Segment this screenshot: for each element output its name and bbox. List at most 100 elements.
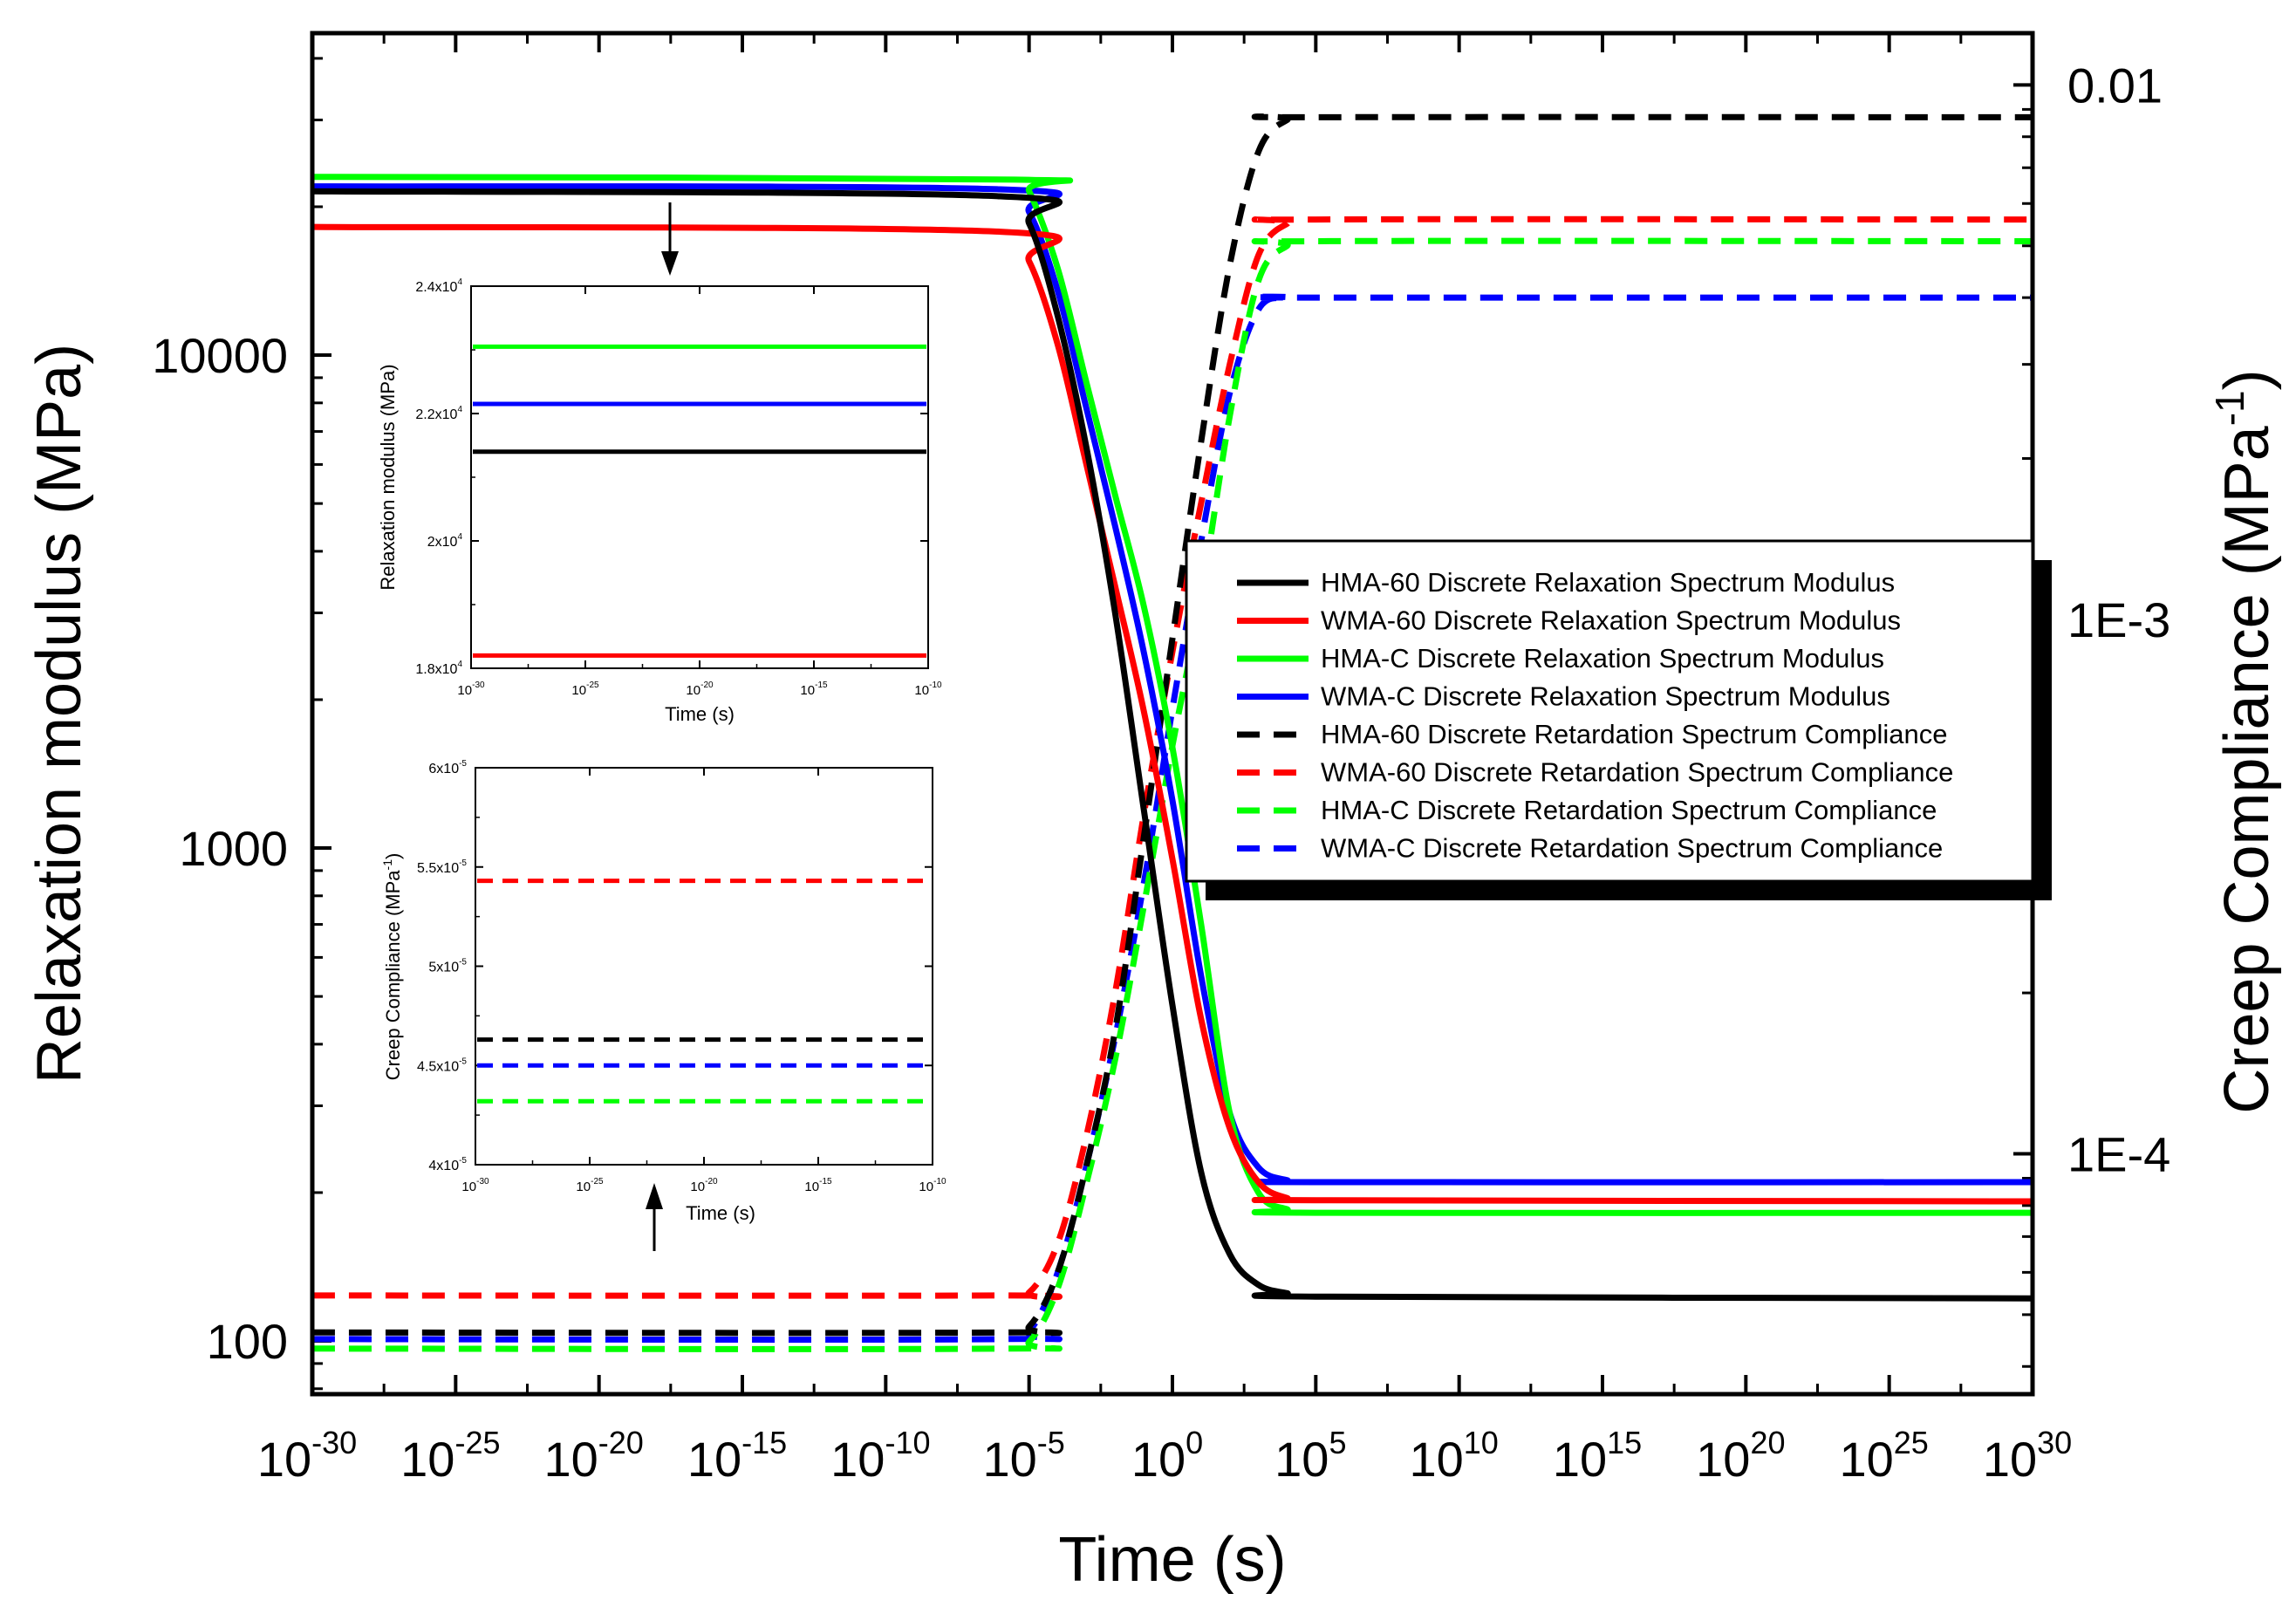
inset-relaxation-y-title: Relaxation modulus (MPa) bbox=[377, 364, 399, 590]
inset-y-tick-label: 5.5x10-5 bbox=[417, 858, 467, 876]
x-tick-exponent: -20 bbox=[598, 1425, 644, 1460]
inset-y-tick-exponent: 4 bbox=[457, 532, 462, 542]
legend-label: HMA-60 Discrete Relaxation Spectrum Modu… bbox=[1321, 567, 1895, 598]
y-tick-label: 1000 bbox=[179, 821, 288, 876]
x-tick-label: 1030 bbox=[1983, 1425, 2072, 1487]
inset-x-tick-exponent: -20 bbox=[705, 1177, 718, 1187]
x-tick-exponent: 20 bbox=[1750, 1425, 1785, 1460]
y2-axis-title-close: ) bbox=[2212, 369, 2282, 390]
legend-label: HMA-C Discrete Relaxation Spectrum Modul… bbox=[1321, 643, 1884, 674]
x-tick-base: 10 bbox=[1409, 1432, 1463, 1487]
inset-x-tick-label: 10-10 bbox=[919, 1177, 946, 1194]
inset-x-tick-label: 10-15 bbox=[800, 680, 828, 698]
inset-y-tick-exponent: -5 bbox=[459, 1156, 467, 1166]
x-tick-label: 10-10 bbox=[830, 1425, 930, 1487]
series-line bbox=[311, 188, 2033, 1302]
y-axis-title: Relaxation modulus (MPa) bbox=[24, 344, 94, 1084]
x-tick-exponent: -5 bbox=[1037, 1425, 1065, 1460]
inset-y-tick-label: 2x104 bbox=[427, 532, 463, 550]
inset-x-tick-label: 10-30 bbox=[461, 1177, 489, 1194]
y2-axis-title-main: Creep Compliance (MPa bbox=[2212, 425, 2282, 1113]
inset-y-tick-exponent: -5 bbox=[459, 858, 467, 868]
inset-y-tick-mantissa: 2x10 bbox=[427, 535, 458, 550]
inset-compliance: 10-30 10-25 10-20 10-15 10-104x10-54.5x10-55… bbox=[380, 759, 946, 1224]
series-line bbox=[311, 174, 2033, 1216]
inset-x-tick-base: 10 bbox=[457, 683, 472, 698]
inset-compliance-y-title-sup: -1 bbox=[380, 859, 394, 871]
inset-y-tick-label: 6x10-5 bbox=[428, 759, 467, 776]
series-line bbox=[311, 293, 2033, 1344]
arrow-down-head bbox=[661, 251, 679, 276]
main-series-group bbox=[311, 113, 2033, 1352]
inset-y-tick-label: 4.5x10-5 bbox=[417, 1057, 467, 1074]
inset-y-tick-label: 4x10-5 bbox=[428, 1156, 467, 1173]
inset-y-tick-mantissa: 5.5x10 bbox=[417, 861, 459, 876]
x-tick-exponent: 30 bbox=[2037, 1425, 2072, 1460]
inset-x-tick-base: 10 bbox=[800, 683, 815, 698]
y2-axis-title-sup: -1 bbox=[2207, 390, 2252, 426]
inset-x-tick-exponent: -15 bbox=[815, 680, 828, 690]
x-tick-base: 10 bbox=[687, 1432, 741, 1487]
annotation-arrow-up bbox=[646, 1183, 663, 1251]
inset-y-tick-label: 2.4x104 bbox=[415, 277, 462, 295]
inset-x-tick-exponent: -30 bbox=[476, 1177, 489, 1187]
inset-relaxation-ticks: 10-30 10-25 10-20 10-15 10-101.8x1042x1042.2… bbox=[415, 277, 942, 698]
inset-x-tick-exponent: -30 bbox=[472, 680, 485, 690]
inset-x-tick-base: 10 bbox=[919, 1180, 933, 1194]
y2-tick-label: 1E-3 bbox=[2067, 592, 2170, 647]
inset-y-tick-mantissa: 2.2x10 bbox=[415, 407, 457, 422]
x-tick-base: 10 bbox=[400, 1432, 454, 1487]
inset-y-tick-exponent: -5 bbox=[459, 958, 467, 968]
y-tick-label: 10000 bbox=[152, 328, 288, 383]
inset-x-tick-exponent: -10 bbox=[933, 1177, 946, 1187]
x-tick-base: 10 bbox=[1274, 1432, 1329, 1487]
inset-x-tick-label: 10-20 bbox=[690, 1177, 718, 1194]
legend-box bbox=[1185, 539, 2034, 883]
x-tick-label: 105 bbox=[1274, 1425, 1346, 1487]
inset-x-tick-exponent: -25 bbox=[591, 1177, 604, 1187]
legend-label: WMA-60 Discrete Relaxation Spectrum Modu… bbox=[1321, 605, 1901, 636]
x-tick-label: 10-5 bbox=[983, 1425, 1065, 1487]
inset-x-tick-base: 10 bbox=[914, 683, 929, 698]
inset-x-tick-exponent: -20 bbox=[700, 680, 714, 690]
inset-x-tick-exponent: -10 bbox=[929, 680, 942, 690]
inset-x-tick-base: 10 bbox=[686, 683, 700, 698]
legend-label: HMA-C Discrete Retardation Spectrum Comp… bbox=[1321, 795, 1937, 825]
inset-y-tick-mantissa: 4x10 bbox=[428, 1159, 459, 1173]
inset-y-tick-exponent: -5 bbox=[459, 759, 467, 769]
y2-tick-label: 0.01 bbox=[2067, 58, 2163, 113]
main-axis-ticks: 10-30 10-25 10-20 10-15 10-10 10-5 100 105 1010 1… bbox=[152, 33, 2170, 1487]
x-tick-exponent: -10 bbox=[885, 1425, 930, 1460]
inset-compliance-x-title: Time (s) bbox=[686, 1202, 755, 1224]
y2-tick-label: 1E-4 bbox=[2067, 1126, 2170, 1181]
legend-label: WMA-C Discrete Retardation Spectrum Comp… bbox=[1321, 833, 1943, 864]
legend-label: HMA-60 Discrete Retardation Spectrum Com… bbox=[1321, 719, 1947, 749]
inset-relaxation-x-title: Time (s) bbox=[665, 703, 735, 725]
inset-relaxation-background bbox=[471, 286, 928, 668]
series-line bbox=[311, 237, 2033, 1352]
inset-compliance-y-title-close: ) bbox=[382, 853, 404, 859]
x-tick-label: 1025 bbox=[1839, 1425, 1928, 1487]
x-tick-exponent: -30 bbox=[311, 1425, 357, 1460]
inset-relaxation: 10-30 10-25 10-20 10-15 10-101.8x1042x1042.2… bbox=[377, 277, 942, 725]
x-tick-base: 10 bbox=[983, 1432, 1037, 1487]
inset-compliance-y-title: Creep Compliance (MPa-1) bbox=[380, 853, 404, 1081]
inset-x-tick-label: 10-30 bbox=[457, 680, 485, 698]
inset-x-tick-base: 10 bbox=[461, 1180, 476, 1194]
inset-y-tick-exponent: 4 bbox=[457, 405, 462, 414]
legend-label: WMA-60 Discrete Retardation Spectrum Com… bbox=[1321, 757, 1953, 788]
inset-y-tick-label: 1.8x104 bbox=[415, 660, 462, 677]
inset-y-tick-exponent: 4 bbox=[457, 277, 462, 287]
x-tick-base: 10 bbox=[544, 1432, 598, 1487]
inset-x-tick-exponent: -15 bbox=[819, 1177, 832, 1187]
x-tick-exponent: 25 bbox=[1894, 1425, 1929, 1460]
x-tick-exponent: -25 bbox=[454, 1425, 500, 1460]
x-tick-base: 10 bbox=[830, 1432, 885, 1487]
inset-y-tick-mantissa: 4.5x10 bbox=[417, 1059, 459, 1074]
x-tick-base: 10 bbox=[1983, 1432, 2037, 1487]
inset-x-tick-label: 10-10 bbox=[914, 680, 942, 698]
x-tick-label: 10-25 bbox=[400, 1425, 500, 1487]
inset-relaxation-series bbox=[473, 344, 926, 658]
x-axis-title: Time (s) bbox=[1058, 1525, 1286, 1595]
